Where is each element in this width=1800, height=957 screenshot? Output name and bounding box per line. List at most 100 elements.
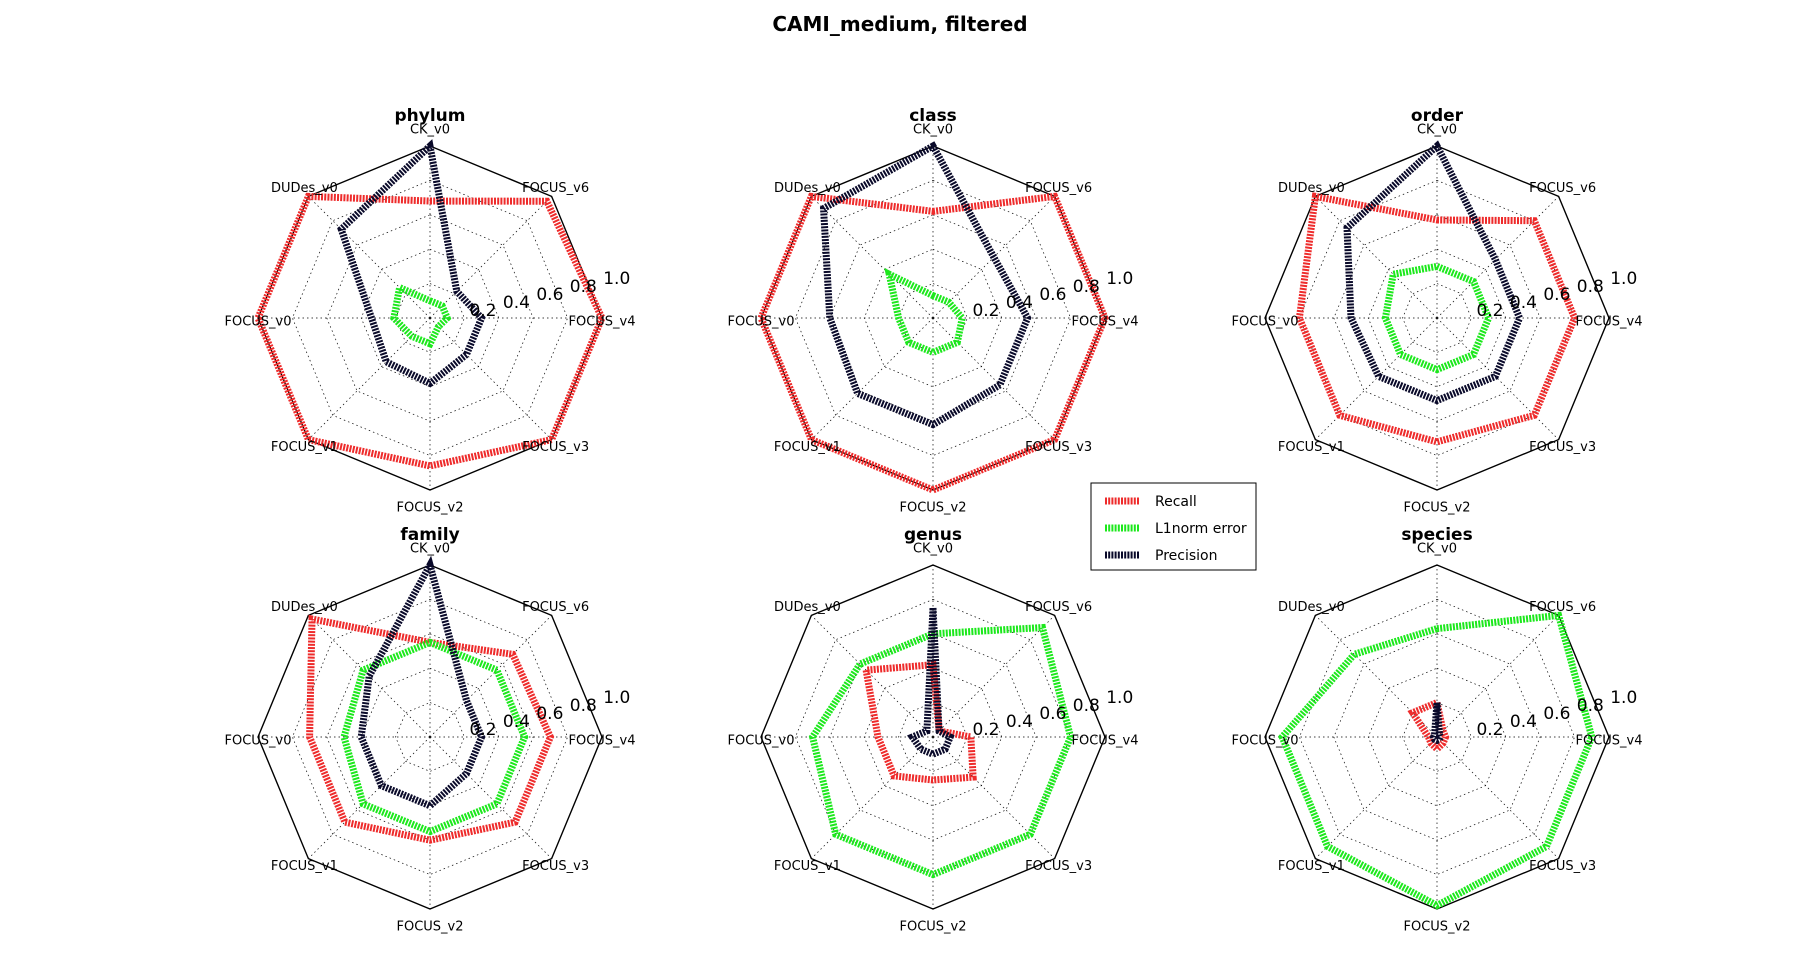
series-l1norm-error	[808, 623, 1075, 879]
axis-label: FOCUS_v4	[568, 734, 635, 749]
axis-label: FOCUS_v0	[224, 734, 291, 749]
radar-frame	[760, 564, 1106, 910]
grid-spoke	[811, 196, 934, 319]
axis-label: FOCUS_v4	[1575, 734, 1642, 749]
series-precision	[819, 141, 1032, 429]
axis-label: FOCUS_v6	[522, 181, 589, 196]
radar-chart-family: 0.2 0.4 0.6 0.8 1.0 CK_v0 FOCUS_v6 FOCUS_v4 FOCU…	[224, 525, 635, 935]
radial-tick-label: 1.0	[603, 688, 630, 708]
radial-tick-label: 1.0	[1106, 269, 1133, 289]
axis-label: FOCUS_v3	[1025, 440, 1092, 455]
radar-chart-genus: 0.2 0.4 0.6 0.8 1.0 CK_v0 FOCUS_v6 FOCUS_v4 FOCU…	[727, 525, 1138, 935]
axis-label: DUDes_v0	[774, 181, 841, 196]
axis-label: FOCUS_v0	[1231, 734, 1298, 749]
axis-label: FOCUS_v2	[396, 501, 463, 516]
axis-label: DUDes_v0	[1278, 600, 1345, 615]
series-recall	[254, 192, 606, 470]
radial-tick-label: 0.8	[1577, 277, 1604, 297]
grid-ring	[1333, 633, 1541, 841]
grid-spoke	[429, 736, 552, 859]
series-l1norm-error	[390, 282, 452, 349]
radial-tick-label: 0.4	[503, 712, 530, 732]
grid-ring	[1333, 214, 1541, 422]
grid-ring	[795, 599, 1071, 875]
axis-label: FOCUS_v0	[727, 315, 794, 330]
legend: Recall L1norm error Precision	[1090, 482, 1257, 571]
grid-ring	[829, 633, 1037, 841]
grid-spoke	[308, 196, 431, 319]
grid-ring	[395, 702, 465, 772]
axis-label: FOCUS_v1	[271, 859, 338, 874]
axis-label: FOCUS_v1	[774, 859, 841, 874]
radial-tick-label: 0.6	[1543, 285, 1570, 305]
grid-ring	[360, 667, 500, 807]
grid-ring	[863, 248, 1003, 388]
grid-ring	[1299, 599, 1575, 875]
grid-ring	[292, 180, 568, 456]
grid-spoke	[1436, 615, 1559, 738]
axis-label: FOCUS_v6	[522, 600, 589, 615]
grid-ring	[1367, 248, 1507, 388]
radar-chart-order: 0.2 0.4 0.6 0.8 1.0 CK_v0 FOCUS_v6 FOCUS_v4 FOCU…	[1231, 106, 1642, 516]
axis-label: DUDes_v0	[271, 181, 338, 196]
axis-label: FOCUS_v0	[224, 315, 291, 330]
axis-label: FOCUS_v2	[1403, 501, 1470, 516]
radial-tick-label: 0.4	[1006, 293, 1033, 313]
axis-label: FOCUS_v2	[899, 501, 966, 516]
subplot-title: class	[909, 106, 957, 126]
axis-label: FOCUS_v0	[727, 734, 794, 749]
grid-spoke	[932, 317, 1055, 440]
grid-ring	[829, 214, 1037, 422]
axis-label: FOCUS_v0	[1231, 315, 1298, 330]
radial-tick-label: 0.2	[972, 720, 999, 740]
series-recall	[861, 660, 977, 784]
grid-ring	[898, 283, 968, 353]
grid-ring	[1367, 667, 1507, 807]
grid-spoke	[1436, 736, 1559, 859]
axis-label: CK_v0	[1417, 123, 1457, 138]
grid-spoke	[429, 317, 552, 440]
radar-chart-class: 0.2 0.4 0.6 0.8 1.0 CK_v0 FOCUS_v6 FOCUS_v4 FOCU…	[727, 106, 1138, 516]
radial-tick-label: 0.4	[1006, 712, 1033, 732]
radial-tick-label: 0.4	[1510, 712, 1537, 732]
axis-label: FOCUS_v4	[1071, 315, 1138, 330]
radial-tick-label: 0.4	[503, 293, 530, 313]
grid-ring	[863, 667, 1003, 807]
axis-label: CK_v0	[913, 123, 953, 138]
axis-label: FOCUS_v2	[1403, 920, 1470, 935]
axis-label: FOCUS_v1	[1278, 859, 1345, 874]
radar-frame	[257, 564, 603, 910]
radial-tick-label: 0.2	[1476, 720, 1503, 740]
subplot-title: order	[1411, 106, 1464, 126]
radial-tick-label: 1.0	[1610, 688, 1637, 708]
axis-label: FOCUS_v2	[899, 920, 966, 935]
series-recall	[306, 614, 555, 844]
radial-tick-label: 0.6	[1039, 704, 1066, 724]
figure-title: CAMI_medium, filtered	[772, 12, 1028, 36]
axis-label: CK_v0	[913, 542, 953, 557]
series-precision	[337, 139, 486, 388]
series-recall	[1295, 192, 1579, 446]
axis-label: FOCUS_v3	[522, 440, 589, 455]
radial-tick-label: 0.8	[1073, 696, 1100, 716]
axis-label: FOCUS_v1	[1278, 440, 1345, 455]
grid-spoke	[1315, 196, 1438, 319]
grid-spoke	[308, 736, 431, 859]
grid-spoke	[811, 736, 934, 859]
radial-tick-label: 0.8	[570, 696, 597, 716]
series-precision	[357, 555, 486, 810]
axis-label: FOCUS_v4	[1071, 734, 1138, 749]
grid-ring	[1402, 702, 1472, 772]
series-l1norm-error	[1381, 262, 1493, 374]
radial-tick-label: 0.4	[1510, 293, 1537, 313]
radial-tick-label: 0.2	[972, 301, 999, 321]
axis-label: FOCUS_v4	[1575, 315, 1642, 330]
grid-spoke	[811, 317, 934, 440]
grid-ring	[360, 248, 500, 388]
grid-spoke	[429, 196, 552, 319]
grid-spoke	[1315, 736, 1438, 859]
axis-label: DUDes_v0	[774, 600, 841, 615]
grid-spoke	[932, 736, 1055, 859]
axis-label: FOCUS_v3	[522, 859, 589, 874]
